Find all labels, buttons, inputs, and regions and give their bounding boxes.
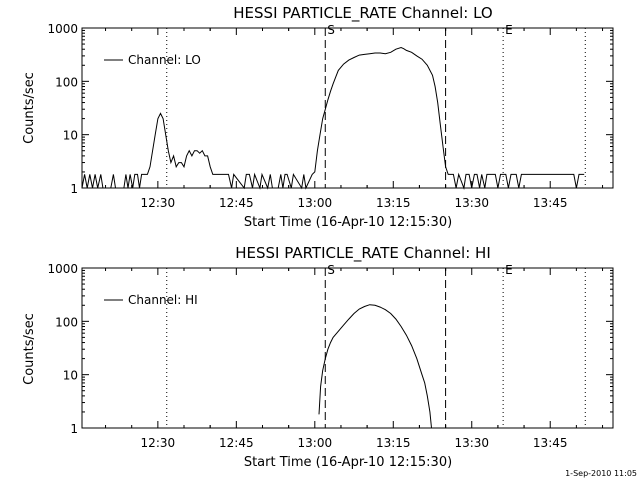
panel-hi: HESSI PARTICLE_RATE Channel: HI Start Ti… <box>22 244 614 470</box>
x-tick-label: 12:45 <box>219 436 254 450</box>
y-tick-label: 1000 <box>47 22 78 36</box>
y-tick-label: 10 <box>63 369 78 383</box>
axis-ticks: 12:30 12:45 13:00 13:15 13:30 13:45 1 10 100 1000 <box>47 22 613 210</box>
plot-frame <box>81 27 614 189</box>
series-line <box>318 304 432 429</box>
x-tick-label: 13:45 <box>533 436 568 450</box>
y-tick-label: 100 <box>55 315 78 329</box>
x-axis-label: Start Time (16-Apr-10 12:15:30) <box>244 455 452 470</box>
legend-label: Channel: LO <box>128 53 201 67</box>
legend-label: Channel: HI <box>128 293 198 307</box>
axis-ticks: 12:30 12:45 13:00 13:15 13:30 13:45 1 10 100 1000 <box>47 262 613 450</box>
y-axis-label: Counts/sec <box>22 313 37 385</box>
y-axis-label: Counts/sec <box>22 72 37 144</box>
x-tick-label: 13:15 <box>376 196 411 210</box>
chart-title: HESSI PARTICLE_RATE Channel: HI <box>235 244 491 263</box>
date-stamp: 1-Sep-2010 11:05 <box>565 469 637 478</box>
x-tick-label: 13:45 <box>533 196 568 210</box>
x-tick-label: 12:30 <box>141 436 176 450</box>
series-line <box>81 46 585 190</box>
x-tick-label: 13:00 <box>298 196 333 210</box>
x-tick-label: 13:15 <box>376 436 411 450</box>
chart-title: HESSI PARTICLE_RATE Channel: LO <box>233 4 492 23</box>
time-marker-label: S <box>327 263 335 277</box>
time-marker-label: S <box>327 23 335 37</box>
x-tick-label: 13:30 <box>454 436 489 450</box>
plot-frame <box>81 267 614 429</box>
time-marker-label: E <box>505 23 513 37</box>
y-tick-label: 1 <box>70 182 78 196</box>
x-tick-label: 12:45 <box>219 196 254 210</box>
x-tick-label: 13:30 <box>454 196 489 210</box>
y-tick-label: 100 <box>55 75 78 89</box>
x-axis-label: Start Time (16-Apr-10 12:15:30) <box>244 215 452 230</box>
x-tick-label: 13:00 <box>298 436 333 450</box>
y-tick-label: 1 <box>70 422 78 436</box>
y-tick-label: 1000 <box>47 262 78 276</box>
time-marker-label: E <box>505 263 513 277</box>
panel-lo: HESSI PARTICLE_RATE Channel: LO Start Ti… <box>22 4 614 230</box>
y-tick-label: 10 <box>63 129 78 143</box>
x-tick-label: 12:30 <box>141 196 176 210</box>
